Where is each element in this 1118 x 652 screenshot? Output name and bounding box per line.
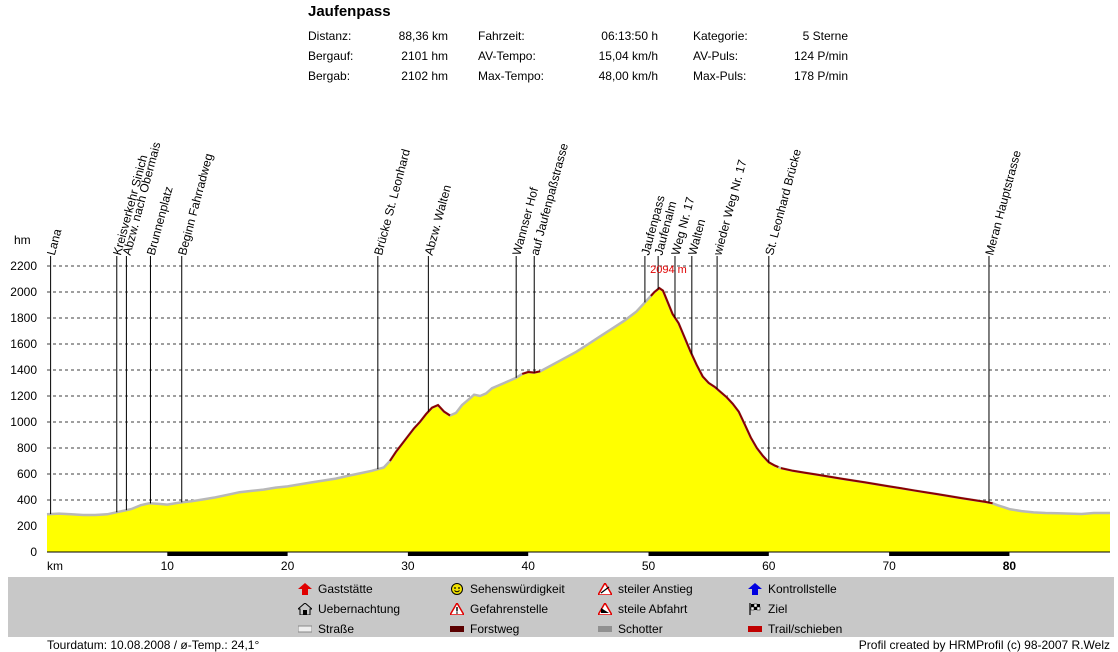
x-axis-label: km [47,559,63,573]
y-tick-label: 0 [30,545,37,559]
km-scale-segment [167,552,288,556]
stat-bergab-label: Bergab: [308,69,351,83]
elevation-profile-chart: 0 200 400 600 800 1000 1200 1400 1600 1800 2000 220… [10,140,1110,573]
waypoint-label: Meran Hauptstrasse [982,148,1024,256]
legend-item-gaststaette: Gaststätte [298,581,373,596]
stat-max-tempo-value: 48,00 km/h [598,69,658,83]
stat-av-tempo-label: AV-Tempo: [478,49,536,63]
gefahrenstelle-icon [448,601,466,616]
waypoint-label: wieder Weg Nr. 17 [710,158,749,258]
footer-tour-info: Tourdatum: 10.08.2008 / ø-Temp.: 24,1° [47,638,260,652]
waypoint-label: Lana [44,227,65,257]
x-tick-label: 50 [642,559,656,573]
y-tick-label: 600 [17,467,37,481]
stat-av-puls-value: 124 P/min [793,49,848,63]
legend-item-trail-schieben: Trail/schieben [748,621,842,636]
stat-bergab-value: 2102 hm [401,69,448,83]
schotter-swatch [598,623,612,635]
stat-av-puls-label: AV-Puls: [693,49,739,63]
y-tick-label: 2000 [10,285,37,299]
legend-item-sehenswuerdigkeit: Sehenswürdigkeit [450,581,565,596]
stat-kategorie-value: 5 Sterne [802,29,848,43]
legend-item-kontrollstelle: Kontrollstelle [748,581,837,596]
legend-item-schotter: Schotter [598,621,663,636]
profile-segment-trail [521,370,541,375]
stat-bergauf-label: Bergauf: [308,49,354,63]
profile-segment-trail [780,467,993,505]
steile-abfahrt-icon [596,601,614,616]
stat-max-puls-value: 178 P/min [793,69,848,83]
legend-item-strasse: Straße [297,621,354,636]
y-tick-label: 1200 [10,389,37,403]
x-tick-label: 10 [161,559,175,573]
y-axis-label: hm [14,233,31,247]
steiler-anstieg-icon [596,581,614,596]
y-tick-label: 800 [17,441,37,455]
x-tick-label: 80 [1003,559,1017,573]
stat-fahrzeit-value: 06:13:50 h [601,29,658,43]
legend-item-steile-abfahrt: steile Abfahrt [596,601,687,616]
stat-distanz-value: 88,36 km [398,29,448,43]
stat-max-tempo-label: Max-Tempo: [478,69,545,83]
gaststaette-icon [298,582,312,595]
x-tick-label: 20 [281,559,295,573]
stat-av-tempo-value: 15,04 km/h [598,49,658,63]
y-tick-label: 1400 [10,363,37,377]
profile-segment-trail [650,286,779,469]
peak-label: 2094 m [650,264,687,276]
waypoint-label: Brücke St. Leonhard [371,147,413,256]
kontrollstelle-icon [748,582,762,595]
km-scale-segment [889,552,1010,556]
y-tick-label: 1000 [10,415,37,429]
y-tick-label: 1800 [10,311,37,325]
x-tick-label: 30 [401,559,415,573]
legend-item-uebernachtung: Uebernachtung [296,601,400,616]
stat-fahrzeit-label: Fahrzeit: [478,29,525,43]
y-tick-label: 1600 [10,337,37,351]
stat-distanz-label: Distanz: [308,29,352,43]
waypoint-label: Abzw. Walten [422,183,454,256]
legend-item-steiler-anstieg: steiler Anstieg [596,581,693,596]
x-tick-label: 70 [882,559,896,573]
stat-kategorie-label: Kategorie: [693,29,748,43]
legend-item-gefahrenstelle: Gefahrenstelle [448,601,548,616]
profile-area [47,288,1110,552]
uebernachtung-icon [296,602,314,616]
profile-segment-trail [389,403,451,462]
page-title: Jaufenpass [308,3,391,20]
trail-swatch [748,623,762,635]
y-tick-label: 200 [17,519,37,533]
x-tick-label: 60 [762,559,776,573]
waypoint-label: Beginn Fahrradweg [175,152,216,257]
km-scale-segment [407,552,529,556]
legend-panel: Gaststätte Uebernachtung Straße Sehenswü… [8,577,1114,637]
stat-bergauf-value: 2101 hm [401,49,448,63]
km-scale-segment [648,552,769,556]
footer-credits: Profil created by HRMProfil (c) 98-2007 … [858,638,1110,652]
x-tick-label: 40 [522,559,536,573]
stat-max-puls-label: Max-Puls: [693,69,747,83]
legend-item-ziel: Ziel [748,601,787,616]
strasse-swatch [297,623,313,635]
forstweg-swatch [450,623,464,635]
legend-item-forstweg: Forstweg [450,621,519,636]
y-tick-label: 2200 [10,259,37,273]
waypoint-label: St. Leonhard Brücke [762,147,804,257]
sehenswuerdigkeit-icon [450,582,464,595]
ziel-icon [748,602,762,615]
y-tick-label: 400 [17,493,37,507]
